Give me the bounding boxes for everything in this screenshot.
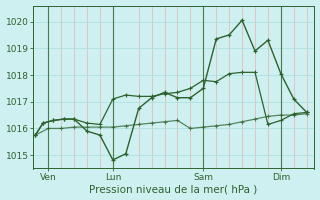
X-axis label: Pression niveau de la mer( hPa ): Pression niveau de la mer( hPa ) (90, 184, 258, 194)
